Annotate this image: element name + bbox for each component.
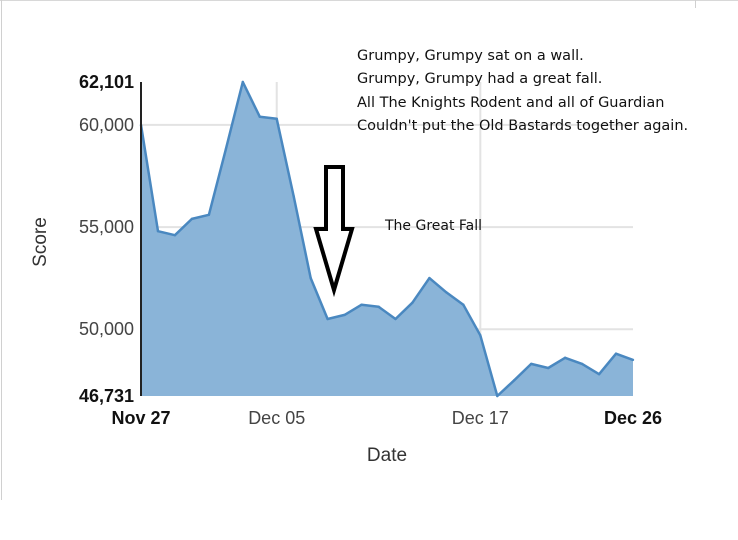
data-point (462, 303, 465, 306)
y-tick-label: 50,000 (79, 319, 134, 339)
data-point (360, 303, 363, 306)
data-point (496, 394, 499, 398)
x-tick-label: Dec 05 (248, 408, 305, 428)
y-tick-label: 62,101 (79, 72, 134, 92)
data-point (309, 276, 312, 280)
great-fall-label: The Great Fall (384, 218, 482, 234)
series-area-fill (141, 82, 633, 396)
data-point (207, 213, 211, 216)
data-point (326, 317, 329, 321)
data-point (258, 115, 261, 119)
y-tick-label: 60,000 (79, 115, 134, 135)
poem-annotation: Grumpy, Grumpy sat on a wall. Grumpy, Gr… (357, 48, 688, 134)
series-line (139, 80, 634, 398)
data-point (377, 305, 380, 308)
data-point (411, 301, 414, 304)
down-arrow-icon (313, 165, 355, 298)
data-point (597, 373, 601, 376)
poem-line-2: Grumpy, Grumpy had a great fall. (357, 71, 602, 87)
data-point (343, 313, 346, 317)
data-point (241, 80, 244, 84)
data-point (513, 379, 516, 382)
y-axis-title: Score (30, 217, 51, 267)
poem-line-1: Grumpy, Grumpy sat on a wall. (357, 48, 584, 64)
data-point (530, 362, 533, 366)
data-point (394, 317, 397, 321)
data-point (631, 358, 635, 362)
y-tick-label: 55,000 (79, 217, 134, 237)
y-tick-label: 46,731 (79, 386, 134, 406)
data-point (580, 362, 584, 366)
x-tick-label: Dec 17 (452, 408, 509, 428)
data-point (563, 356, 567, 359)
data-point (190, 217, 194, 221)
data-point (547, 366, 550, 370)
data-point (173, 234, 177, 237)
poem-line-3: All The Knights Rodent and all of Guardi… (357, 95, 664, 111)
x-axis-title: Date (367, 445, 407, 466)
data-point (479, 334, 482, 337)
data-point (156, 230, 160, 233)
data-point (292, 195, 295, 198)
data-point (614, 352, 618, 355)
x-tick-label: Nov 27 (111, 408, 170, 428)
data-point (445, 291, 448, 294)
x-tick-label: Dec 26 (604, 408, 662, 428)
data-point (275, 117, 278, 121)
data-point (428, 276, 431, 280)
data-point (224, 148, 227, 151)
poem-line-4: Couldn't put the Old Bastards together a… (357, 118, 688, 134)
